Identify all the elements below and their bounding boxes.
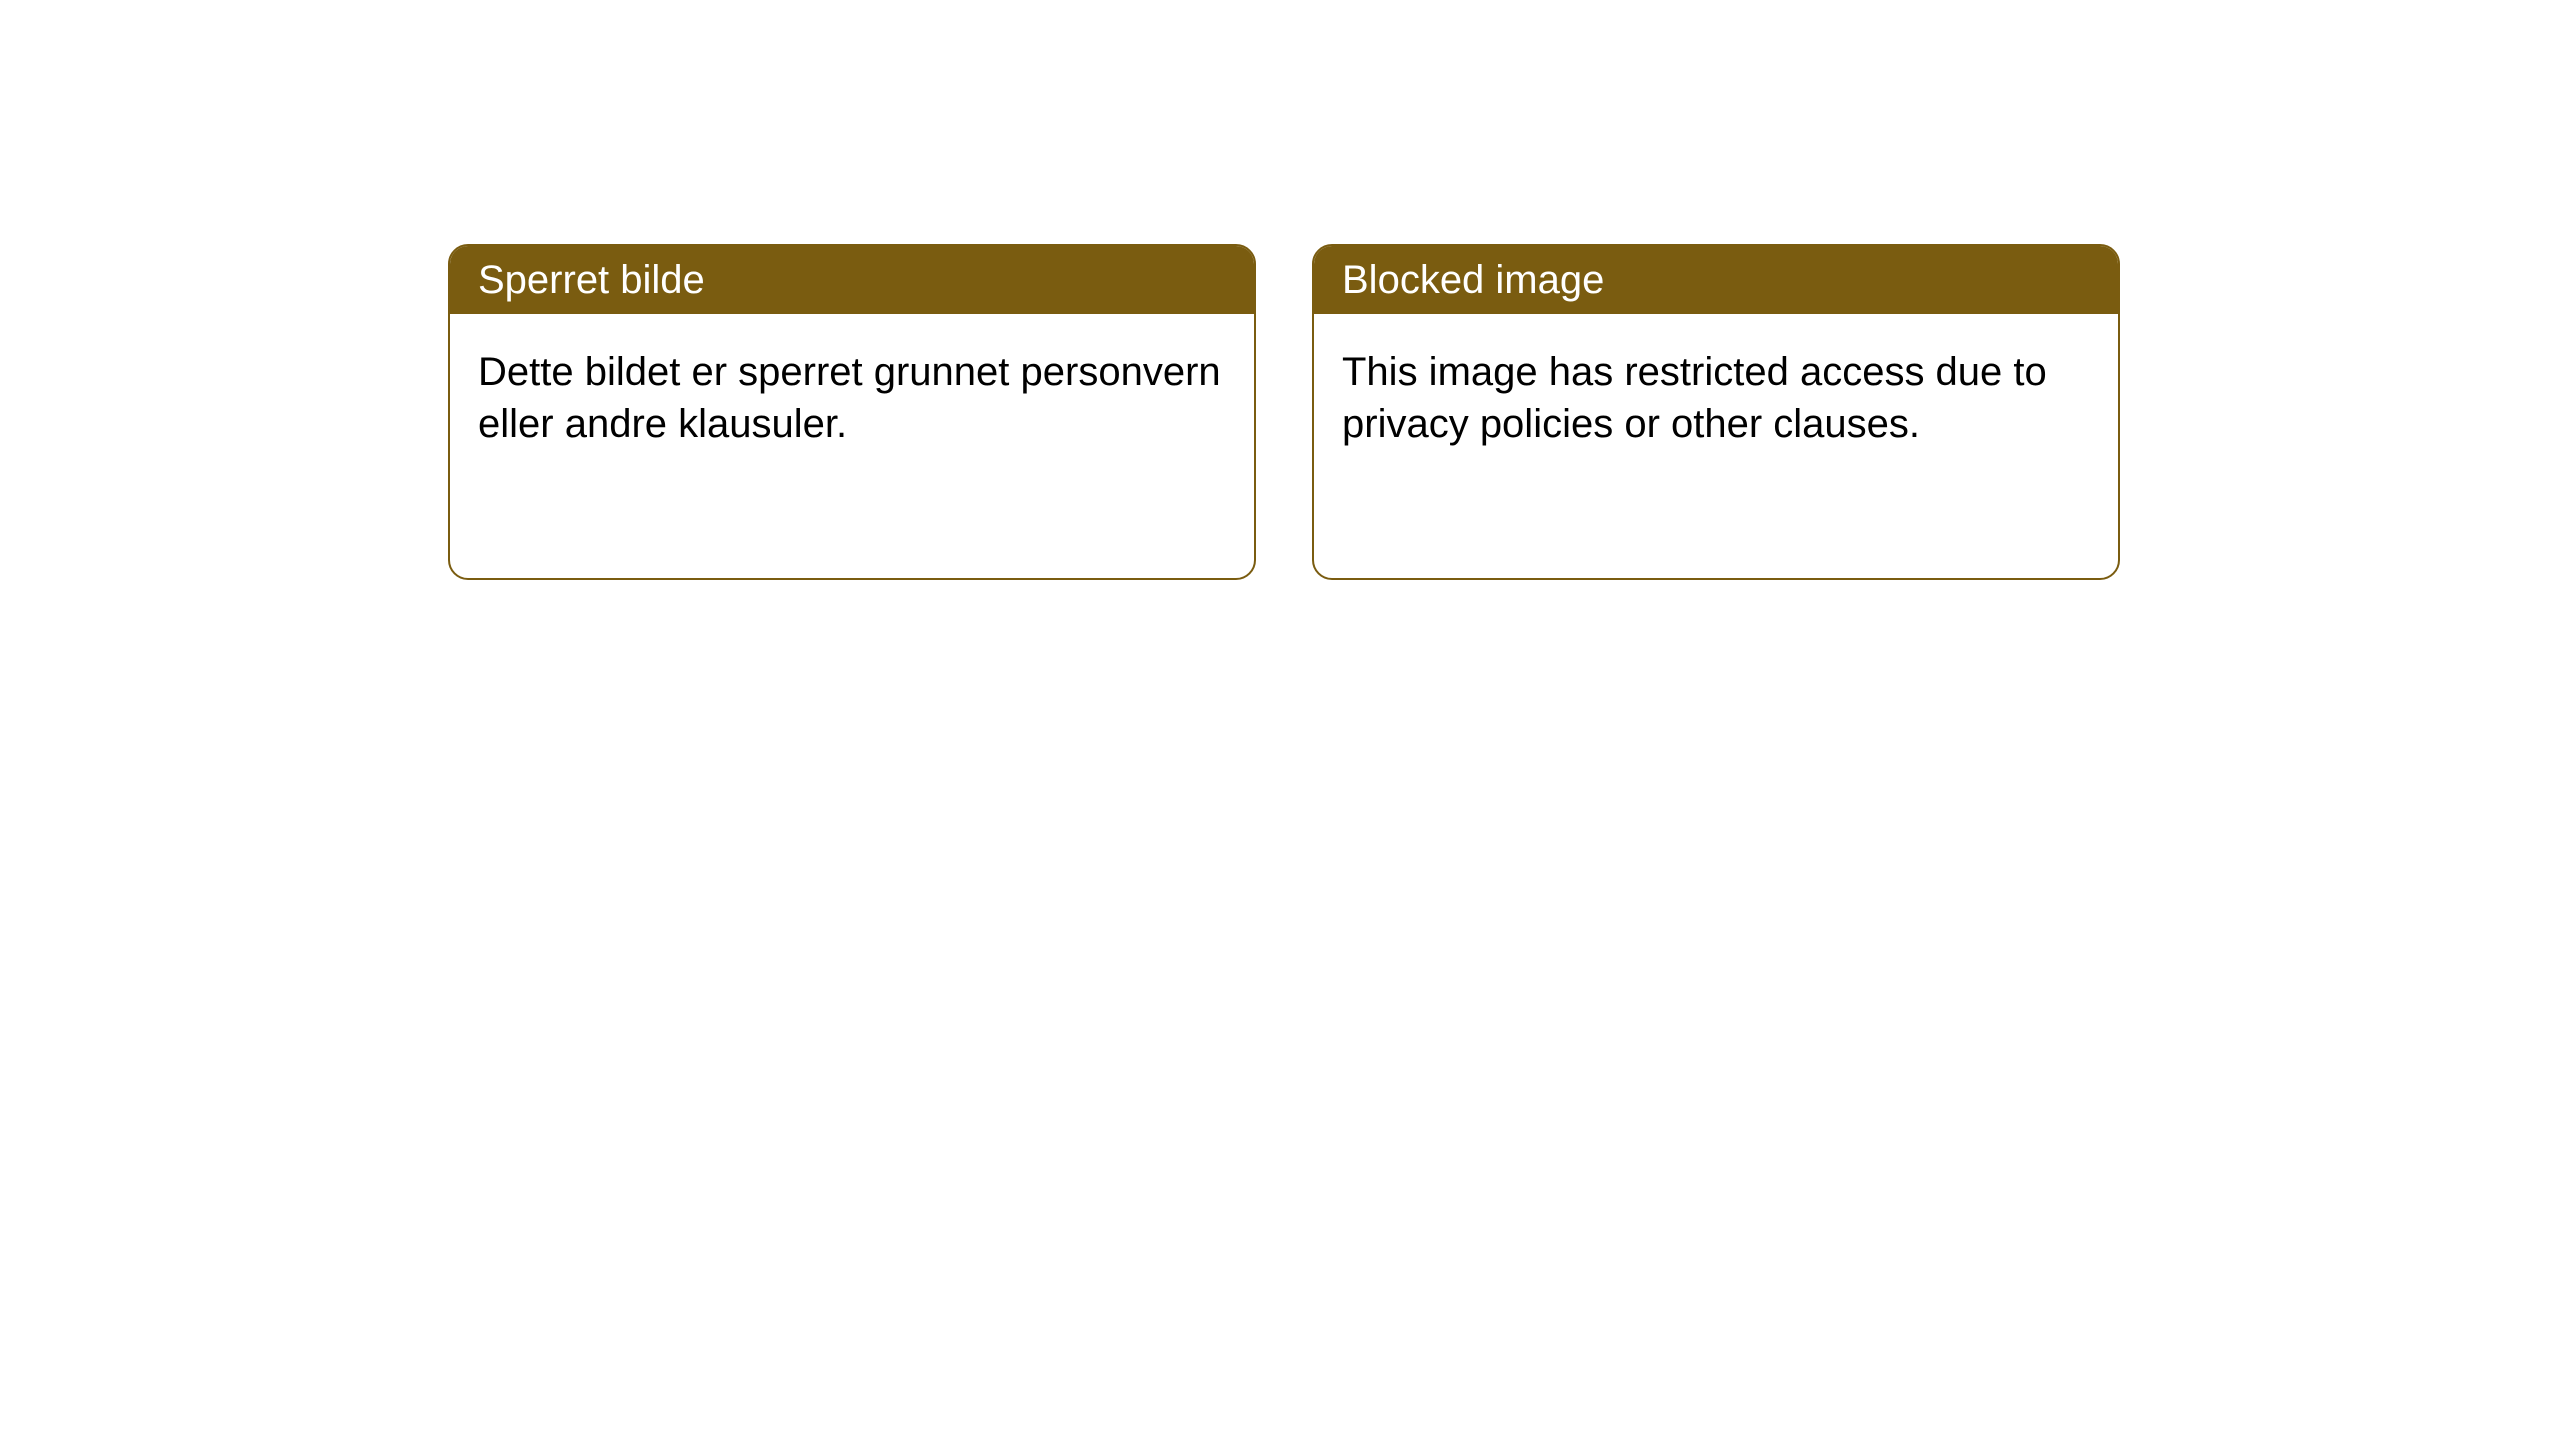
notice-title: Sperret bilde [478,258,705,302]
notice-card-english: Blocked image This image has restricted … [1312,244,2120,580]
notice-title: Blocked image [1342,258,1604,302]
notice-body: This image has restricted access due to … [1314,314,2118,482]
notice-body: Dette bildet er sperret grunnet personve… [450,314,1254,482]
notice-header: Sperret bilde [450,246,1254,314]
notice-body-text: This image has restricted access due to … [1342,350,2047,446]
notice-body-text: Dette bildet er sperret grunnet personve… [478,350,1221,446]
notice-container: Sperret bilde Dette bildet er sperret gr… [0,0,2560,580]
notice-header: Blocked image [1314,246,2118,314]
notice-card-norwegian: Sperret bilde Dette bildet er sperret gr… [448,244,1256,580]
